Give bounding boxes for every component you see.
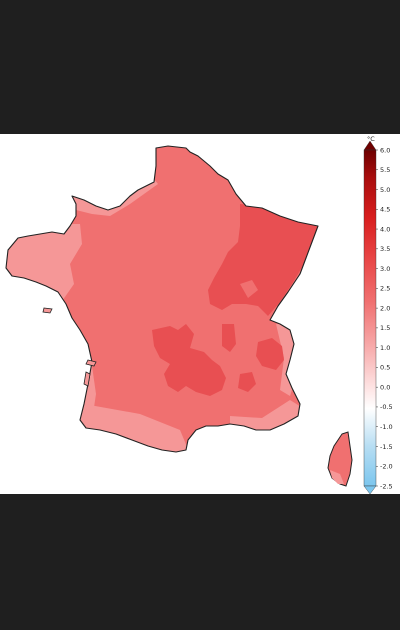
colorbar-tick-label: 5.0 [380, 186, 390, 194]
temperature-colorbar: °C 6.0 5.5 5.0 4.5 4.0 3.5 3.0 2.5 2.0 1.5 1.0 0.5 0… [363, 135, 393, 494]
north-east-notch [240, 280, 258, 298]
mainland-outline [5, 145, 319, 453]
map-panel: °C 6.0 5.5 5.0 4.5 4.0 3.5 3.0 2.5 2.0 1.5 1.0 0.5 0… [0, 134, 400, 494]
colorbar-tick-label: 4.0 [380, 225, 390, 233]
colorbar-tick-label: 6.0 [380, 146, 390, 154]
colorbar-tick-label: 1.5 [380, 324, 390, 332]
colorbar-tick-label: 5.5 [380, 166, 390, 174]
colorbar-tick-label: -1.0 [380, 423, 393, 431]
ile-de-re [85, 359, 97, 367]
north-east-warm-zone [208, 204, 318, 316]
colorbar-tick-label: 3.0 [380, 265, 390, 273]
top-black-bar [0, 0, 400, 134]
colorbar-ticks: 6.0 5.5 5.0 4.5 4.0 3.5 3.0 2.5 2.0 1.5 1.0 0.5 0.0 -… [376, 146, 393, 490]
colorbar-bottom-arrow [363, 485, 377, 494]
corsica-coast-zone [330, 470, 344, 484]
bottom-black-bar [0, 494, 400, 630]
massif-central-warm-zone [152, 324, 226, 396]
south-warm-patch [238, 372, 256, 392]
colorbar-tick-label: 3.5 [380, 245, 390, 253]
france-temperature-map [5, 145, 353, 487]
colorbar-tick-label: -0.5 [380, 403, 393, 411]
colorbar-tick-label: 2.5 [380, 285, 390, 293]
colorbar-tick-label: 0.5 [380, 364, 390, 372]
colorbar-tick-label: 1.0 [380, 344, 390, 352]
colorbar-tick-label: 2.0 [380, 304, 390, 312]
ile-d-oleron [83, 371, 91, 387]
colorbar-unit: °C [367, 135, 375, 143]
colorbar-tick-label: -2.5 [380, 482, 393, 490]
colorbar-tick-label: 4.5 [380, 206, 390, 214]
colorbar-tick-label: -1.5 [380, 443, 393, 451]
colorbar-bar [363, 149, 377, 487]
belle-ile [42, 307, 53, 314]
massif-central-patch-east [222, 324, 236, 352]
colorbar-tick-label: 0.0 [380, 383, 390, 391]
rhone-warm-patch [256, 338, 284, 370]
colorbar-tick-label: -2.0 [380, 463, 393, 471]
